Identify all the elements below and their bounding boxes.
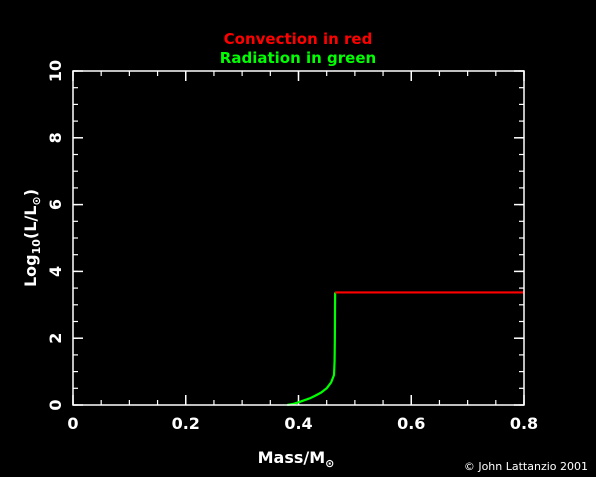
y-tick-label: 6: [46, 199, 65, 210]
radiation-series-line: [287, 292, 337, 407]
credit-text: © John Lattanzio 2001: [464, 460, 588, 473]
x-tick-label: 0: [67, 414, 78, 433]
x-tick-label: 0.6: [397, 414, 425, 433]
series-layer: [287, 291, 524, 407]
y-tick-label: 10: [46, 60, 65, 82]
y-tick-label: 0: [46, 399, 65, 410]
y-tick-label: 2: [46, 333, 65, 344]
y-tick-label: 4: [46, 266, 65, 277]
x-axis-label: Mass/M⊙: [258, 448, 335, 470]
legend-radiation: Radiation in green: [220, 49, 376, 67]
y-tick-labels: 0 2 4 6 8 10: [46, 60, 65, 411]
minor-ticks: [72, 70, 525, 406]
legend-convection: Convection in red: [224, 30, 373, 48]
y-axis-label: Log10(L/L⊙): [21, 189, 43, 287]
x-tick-label: 0.4: [284, 414, 312, 433]
x-tick-labels: 0 0.2 0.4 0.6 0.8: [67, 414, 538, 433]
y-tick-label: 8: [46, 132, 65, 143]
plot-frame: [72, 70, 525, 406]
x-tick-label: 0.8: [510, 414, 538, 433]
major-ticks: [72, 70, 525, 406]
x-tick-label: 0.2: [172, 414, 200, 433]
